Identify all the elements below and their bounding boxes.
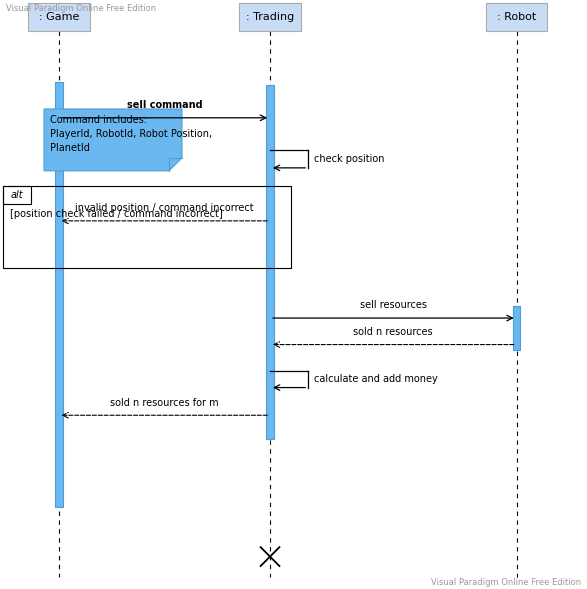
FancyBboxPatch shape — [239, 3, 301, 31]
FancyBboxPatch shape — [513, 306, 520, 350]
Text: : Trading: : Trading — [246, 12, 294, 22]
Text: sold n resources: sold n resources — [353, 327, 433, 337]
Text: Visual Paradigm Online Free Edition: Visual Paradigm Online Free Edition — [6, 4, 156, 13]
Text: sold n resources for m: sold n resources for m — [110, 398, 219, 408]
Text: sell command: sell command — [127, 100, 202, 110]
Text: : Game: : Game — [39, 12, 79, 22]
Text: invalid position / command incorrect: invalid position / command incorrect — [75, 203, 254, 213]
Text: alt: alt — [11, 190, 23, 200]
FancyBboxPatch shape — [486, 3, 547, 31]
FancyBboxPatch shape — [28, 3, 89, 31]
FancyBboxPatch shape — [266, 85, 274, 439]
Text: Command includes:
PlayerId, RobotId, Robot Position,
PlanetId: Command includes: PlayerId, RobotId, Rob… — [50, 115, 212, 153]
Text: : Robot: : Robot — [497, 12, 536, 22]
Text: [position check failed / command incorrect]: [position check failed / command incorre… — [10, 209, 222, 219]
Text: sell resources: sell resources — [360, 300, 427, 310]
Text: Visual Paradigm Online Free Edition: Visual Paradigm Online Free Edition — [431, 578, 581, 587]
Polygon shape — [44, 109, 182, 171]
FancyBboxPatch shape — [55, 82, 62, 507]
Text: calculate and add money: calculate and add money — [314, 375, 438, 384]
Text: check position: check position — [314, 154, 384, 164]
